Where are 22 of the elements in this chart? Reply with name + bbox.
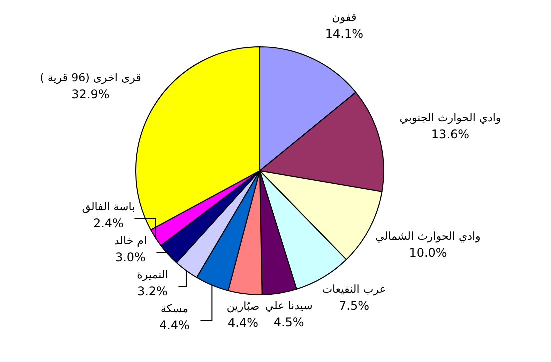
- data-label: 3.2%: [137, 284, 168, 299]
- slice-label: مسكة: [160, 302, 189, 316]
- data-label: 32.9%: [72, 88, 110, 102]
- data-label: 4.4%: [228, 316, 259, 330]
- data-label: 4.4%: [159, 318, 190, 333]
- slice-label: وادي الحوارث الشمالي: [376, 230, 481, 243]
- slice-label: قرى اخرى (96 قرية ): [40, 72, 142, 85]
- slice-label: صبّارين: [226, 300, 260, 314]
- data-label: 10.0%: [409, 246, 448, 260]
- data-label: 2.4%: [93, 216, 124, 231]
- slice-label: النميرة: [137, 268, 168, 282]
- data-label: 7.5%: [339, 299, 370, 314]
- data-label: 4.5%: [274, 316, 304, 330]
- slice-label: قفون: [332, 10, 357, 24]
- slice-label: سيدنا علي: [265, 300, 313, 313]
- slice-label: ام خالد: [114, 234, 148, 248]
- data-label: 14.1%: [325, 26, 364, 41]
- data-label: 3.0%: [115, 250, 146, 265]
- slice-label: عرب النفيعات: [322, 283, 386, 296]
- slice-label: وادي الحوارث الجنوبي: [400, 112, 502, 125]
- slice-label: باسة الفالق: [82, 200, 136, 214]
- data-label: 13.6%: [431, 128, 470, 142]
